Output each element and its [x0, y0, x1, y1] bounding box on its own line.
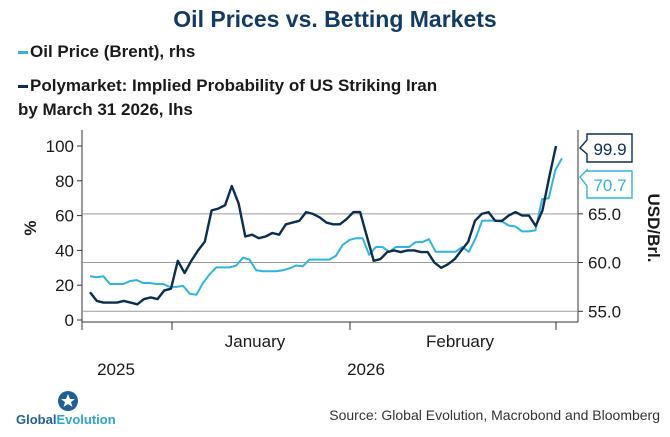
plot-frame — [81, 130, 579, 323]
grid-lines — [82, 213, 578, 312]
legend-label-oil: Oil Price (Brent), rhs — [30, 42, 196, 61]
value-callouts: 99.9 70.7 — [579, 133, 633, 199]
logo-text: GlobalEvolution — [16, 412, 116, 427]
legend-item-polymarket: Polymarket: Implied Probability of US St… — [18, 76, 437, 96]
left-axis-label: % — [21, 220, 40, 235]
right-tick-label: 65.0 — [588, 205, 621, 224]
series-line-polymarket — [89, 145, 558, 306]
legend-label-polymarket: Polymarket: Implied Probability of US St… — [30, 76, 438, 95]
x-year-label: 2025 — [97, 360, 135, 379]
callout-value-oil: 70.7 — [593, 176, 626, 195]
x-month-label: January — [225, 332, 286, 351]
left-tick-label: 20 — [55, 276, 74, 295]
callout-value-polymarket: 99.9 — [593, 140, 626, 159]
x-year-label: 2026 — [347, 360, 385, 379]
right-tick-label: 55.0 — [588, 302, 621, 321]
series-line-oil — [89, 157, 563, 296]
legend-item-oil: Oil Price (Brent), rhs — [18, 42, 195, 62]
legend-label-polymarket-cont: by March 31 2026, lhs — [18, 100, 193, 119]
legend-swatch-oil — [18, 51, 28, 55]
x-axis: January February 2025 2026 — [81, 322, 557, 379]
left-tick-label: 100 — [46, 137, 74, 156]
x-month-label: February — [426, 332, 495, 351]
callout-box-polymarket — [579, 133, 633, 163]
logo-part1: Global — [16, 412, 57, 427]
legend-swatch-polymarket — [18, 85, 28, 89]
chart-title: Oil Prices vs. Betting Markets — [173, 6, 497, 32]
left-tick-label: 60 — [55, 207, 74, 226]
left-tick-label: 40 — [55, 241, 74, 260]
right-axis: 55.0 60.0 65.0 USD/Brl. — [578, 194, 663, 321]
callout-box-oil — [579, 168, 633, 199]
left-tick-label: 80 — [55, 172, 74, 191]
right-axis-label: USD/Brl. — [644, 194, 663, 263]
global-evolution-logo — [58, 391, 78, 411]
series-group — [89, 145, 563, 306]
right-tick-label: 60.0 — [588, 254, 621, 273]
legend-item-polymarket-cont: by March 31 2026, lhs — [18, 100, 193, 120]
left-tick-label: 0 — [65, 311, 74, 330]
logo-part2: Evolution — [56, 412, 116, 427]
left-axis: 0 20 40 60 80 100% — [21, 137, 82, 330]
source-note: Source: Global Evolution, Macrobond and … — [329, 407, 660, 423]
